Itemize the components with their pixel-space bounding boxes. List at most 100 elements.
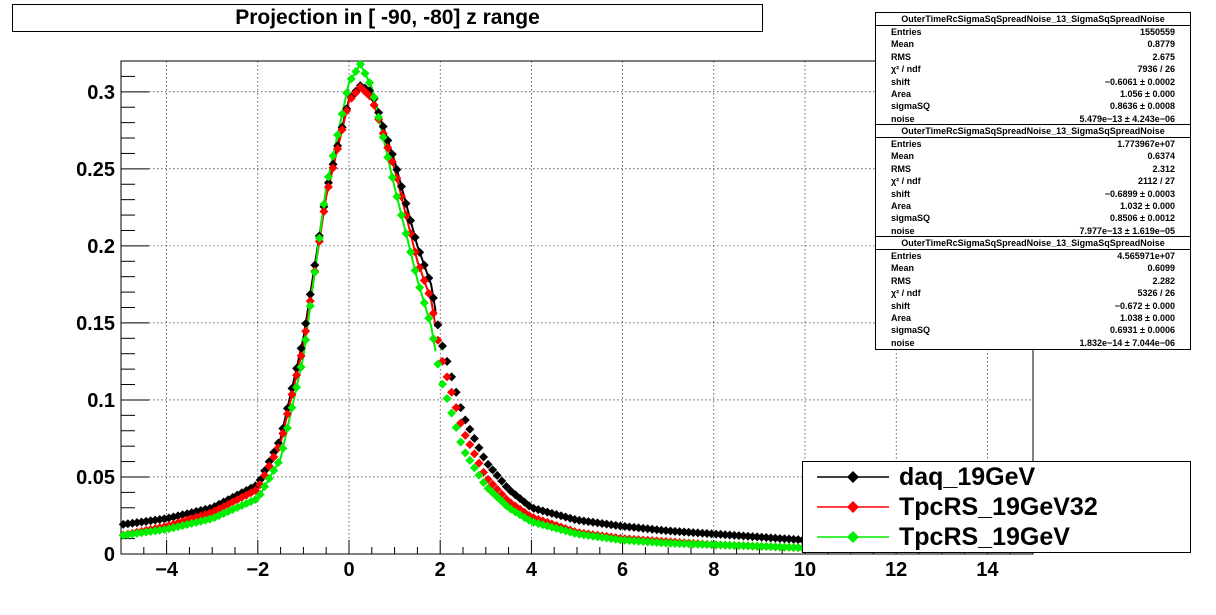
- x-tick-label: 6: [617, 559, 628, 581]
- data-point: [264, 474, 274, 484]
- data-point: [378, 121, 388, 131]
- data-point: [337, 109, 347, 119]
- stats-row: noise 7.977e−13 ± 1.619e−05: [876, 225, 1190, 237]
- stats-value: 1.032 ± 0.000: [1120, 200, 1175, 211]
- data-point: [178, 510, 188, 520]
- data-point: [282, 423, 292, 433]
- stats-row: sigmaSQ 0.6931 ± 0.0006: [876, 324, 1190, 336]
- stats-label: noise: [891, 225, 915, 236]
- stats-label: Area: [891, 312, 912, 323]
- data-point: [392, 165, 402, 175]
- data-point: [465, 440, 475, 450]
- data-point: [469, 433, 479, 443]
- stats-row: Area 1.038 ± 0.000: [876, 312, 1190, 324]
- stats-row: Entries 1550559: [876, 26, 1190, 38]
- data-point: [451, 423, 461, 433]
- data-point: [346, 93, 356, 103]
- stats-box-daq: OuterTimeRcSigmaSqSpreadNoise_13_SigmaSq…: [875, 12, 1191, 127]
- data-point: [287, 403, 297, 413]
- stats-value: 1.056 ± 0.000: [1120, 88, 1175, 99]
- stats-value: 2.312: [1152, 163, 1175, 174]
- stats-label: sigmaSQ: [891, 325, 931, 336]
- data-point: [273, 457, 283, 467]
- data-point: [301, 319, 311, 329]
- stats-row: RMS 2.282: [876, 275, 1190, 287]
- stats-value: 7.977e−13 ± 1.619e−05: [1079, 225, 1175, 236]
- data-point: [323, 182, 333, 192]
- data-point: [374, 112, 384, 122]
- x-tick-label: 4: [526, 559, 538, 581]
- stats-label: sigmaSQ: [891, 213, 931, 224]
- stats-row: Area 1.032 ± 0.000: [876, 200, 1190, 212]
- stats-row: RMS 2.675: [876, 51, 1190, 63]
- data-point: [424, 313, 434, 323]
- data-point: [173, 511, 183, 521]
- tick-labels: −4 −2 0 2 4 6 8 10 12 14 0 0.05 0.1 0.15 0.2 0.25 0.3: [76, 82, 999, 581]
- stats-box-tpcrs32: OuterTimeRcSigmaSqSpreadNoise_13_SigmaSq…: [875, 124, 1191, 239]
- data-point: [406, 215, 416, 225]
- data-point: [387, 172, 397, 182]
- data-point: [355, 59, 365, 69]
- data-point: [447, 387, 457, 397]
- data-point: [465, 455, 475, 465]
- data-point: [260, 482, 270, 492]
- legend-marker-daq-icon: [817, 471, 889, 483]
- stats-value: 0.8779: [1147, 39, 1175, 50]
- legend-label: daq_19GeV: [899, 463, 1036, 491]
- stats-label: Mean: [891, 151, 915, 162]
- data-point: [296, 362, 306, 372]
- stats-value: 5326 / 26: [1137, 288, 1175, 299]
- y-tick-label: 0.05: [76, 467, 115, 489]
- data-point: [269, 465, 279, 475]
- stats-value: 1.773967e+07: [1117, 139, 1175, 149]
- data-point: [310, 267, 320, 277]
- data-point: [273, 438, 283, 448]
- data-point: [360, 68, 370, 78]
- data-point: [456, 403, 466, 413]
- chart-title: Projection in [ -90, -80] z range: [12, 4, 763, 32]
- x-tick-label: −4: [155, 559, 179, 581]
- stats-row: Entries 4.565971e+07: [876, 250, 1190, 262]
- legend-label: TpcRS_19GeV32: [899, 493, 1098, 521]
- y-tick-label: 0.15: [76, 313, 115, 335]
- data-point: [419, 298, 429, 308]
- series-1-markers: [118, 82, 808, 553]
- data-point: [292, 370, 302, 380]
- data-point: [351, 66, 361, 76]
- data-point: [515, 504, 525, 514]
- data-point: [401, 229, 411, 239]
- stats-value: 0.6099: [1147, 263, 1175, 274]
- data-point: [323, 172, 333, 182]
- stats-title: OuterTimeRcSigmaSqSpreadNoise_13_SigmaSq…: [876, 237, 1190, 250]
- data-point: [319, 199, 329, 209]
- stats-value: −0.6899 ± 0.0003: [1104, 188, 1175, 199]
- stats-value: 0.8506 ± 0.0012: [1110, 213, 1175, 224]
- legend: daq_19GeV TpcRS_19GeV32 TpcRS_19GeV: [802, 461, 1191, 553]
- data-point: [392, 192, 402, 202]
- data-point: [396, 182, 406, 192]
- x-tick-label: −2: [246, 559, 269, 581]
- stats-row: Mean 0.8779: [876, 38, 1190, 50]
- data-point: [365, 78, 375, 88]
- data-point: [369, 100, 379, 110]
- stats-row: noise 5.479e−13 ± 4.243e−06: [876, 113, 1190, 125]
- stats-row: sigmaSQ 0.8636 ± 0.0008: [876, 100, 1190, 112]
- data-point: [292, 382, 302, 392]
- data-point: [428, 334, 438, 344]
- data-point: [396, 210, 406, 220]
- stats-label: Area: [891, 200, 912, 211]
- data-point: [287, 390, 297, 400]
- data-point: [483, 459, 493, 469]
- legend-marker-tpcrs-icon: [817, 531, 889, 543]
- data-point: [529, 503, 539, 513]
- data-point: [387, 157, 397, 167]
- data-point: [378, 132, 388, 142]
- y-tick-label: 0.2: [87, 236, 115, 258]
- data-point: [419, 276, 429, 286]
- stats-row: Entries 1.773967e+07: [876, 138, 1190, 150]
- data-point: [479, 452, 489, 462]
- data-point: [447, 372, 457, 382]
- stats-value: 1.038 ± 0.000: [1120, 312, 1175, 323]
- y-tick-label: 0.25: [76, 159, 115, 181]
